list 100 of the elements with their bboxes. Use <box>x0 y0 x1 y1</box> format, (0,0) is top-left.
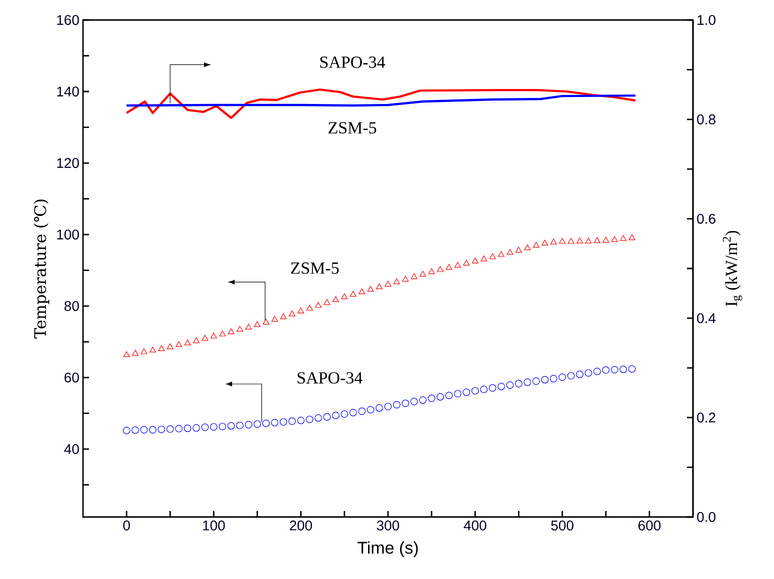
point <box>550 238 557 244</box>
point <box>542 240 548 246</box>
point <box>254 321 261 327</box>
line-series <box>125 88 637 120</box>
point <box>314 414 322 422</box>
point <box>524 244 531 250</box>
point <box>472 258 478 264</box>
point <box>202 334 208 341</box>
point <box>245 324 252 330</box>
point <box>620 235 627 241</box>
point <box>515 246 522 253</box>
point <box>358 288 366 294</box>
point <box>280 418 288 426</box>
point <box>306 416 314 424</box>
series-label: ZSM-5 <box>328 122 376 134</box>
point <box>463 260 470 266</box>
point <box>567 372 575 380</box>
point <box>227 422 235 430</box>
point <box>158 345 165 351</box>
point <box>271 316 278 322</box>
point <box>193 337 200 344</box>
line-series <box>125 94 637 107</box>
y2-tick-label: 0.2 <box>697 412 716 423</box>
point <box>420 270 426 277</box>
y2-tick-label: 1.0 <box>698 15 716 25</box>
point <box>628 365 636 373</box>
point <box>298 308 304 314</box>
point <box>550 374 558 382</box>
point <box>402 276 409 282</box>
point <box>244 421 252 428</box>
x-tick-label: 100 <box>203 520 225 530</box>
series-label: SAPO-34 <box>320 56 386 68</box>
y-tick-label: 40 <box>64 444 79 454</box>
point <box>176 341 182 348</box>
x-tick-label: 300 <box>376 520 400 530</box>
point <box>393 401 400 408</box>
y2-tick-label: 0.6 <box>697 214 716 224</box>
y-tick-label: 140 <box>57 86 79 96</box>
series-label: SAPO-34 <box>298 372 362 384</box>
point <box>140 348 148 354</box>
point <box>419 396 427 404</box>
x-tick-label: 200 <box>290 520 312 530</box>
x-axis-title: Time (s) <box>358 541 418 558</box>
point <box>175 424 183 432</box>
point <box>384 402 392 410</box>
point <box>594 237 600 243</box>
point <box>166 425 174 433</box>
point <box>236 326 244 332</box>
point <box>149 426 156 434</box>
x-tick-label: 400 <box>464 520 486 530</box>
point <box>262 318 270 324</box>
point <box>288 417 296 425</box>
point <box>384 280 392 287</box>
point <box>132 426 139 434</box>
point <box>332 412 340 420</box>
point <box>280 313 287 320</box>
point <box>515 380 522 388</box>
point <box>446 264 452 270</box>
point <box>236 422 244 430</box>
y-tick-label: 60 <box>64 372 79 383</box>
point <box>498 382 505 390</box>
point <box>262 420 270 428</box>
point <box>436 393 444 401</box>
point <box>184 340 191 346</box>
point <box>376 404 383 412</box>
point <box>576 238 583 244</box>
point <box>611 236 618 242</box>
point <box>123 351 130 358</box>
point <box>132 350 139 356</box>
point <box>393 278 400 284</box>
point <box>288 310 296 316</box>
point <box>559 238 566 244</box>
point <box>149 346 156 352</box>
point <box>349 408 357 416</box>
point <box>192 424 200 432</box>
point <box>340 410 348 418</box>
point <box>610 366 618 374</box>
y2-tick-label: 0.0 <box>697 512 716 522</box>
point <box>410 398 418 406</box>
point <box>524 378 532 386</box>
y-axis-title: Temperature (℃) <box>34 200 50 338</box>
point <box>122 426 130 434</box>
point <box>297 416 305 424</box>
point <box>558 373 566 381</box>
point <box>488 384 496 392</box>
point <box>140 426 148 434</box>
point <box>593 368 601 376</box>
y2-tick-label: 0.4 <box>697 313 716 324</box>
point <box>471 387 479 394</box>
point <box>367 286 374 292</box>
y-tick-label: 120 <box>57 158 79 168</box>
point <box>358 407 366 415</box>
y2-tick-label: 0.8 <box>697 114 716 124</box>
point <box>315 302 322 308</box>
point <box>437 266 444 272</box>
point <box>568 238 574 244</box>
point <box>532 242 540 248</box>
point <box>541 376 549 384</box>
point <box>219 330 226 336</box>
point <box>210 332 217 338</box>
